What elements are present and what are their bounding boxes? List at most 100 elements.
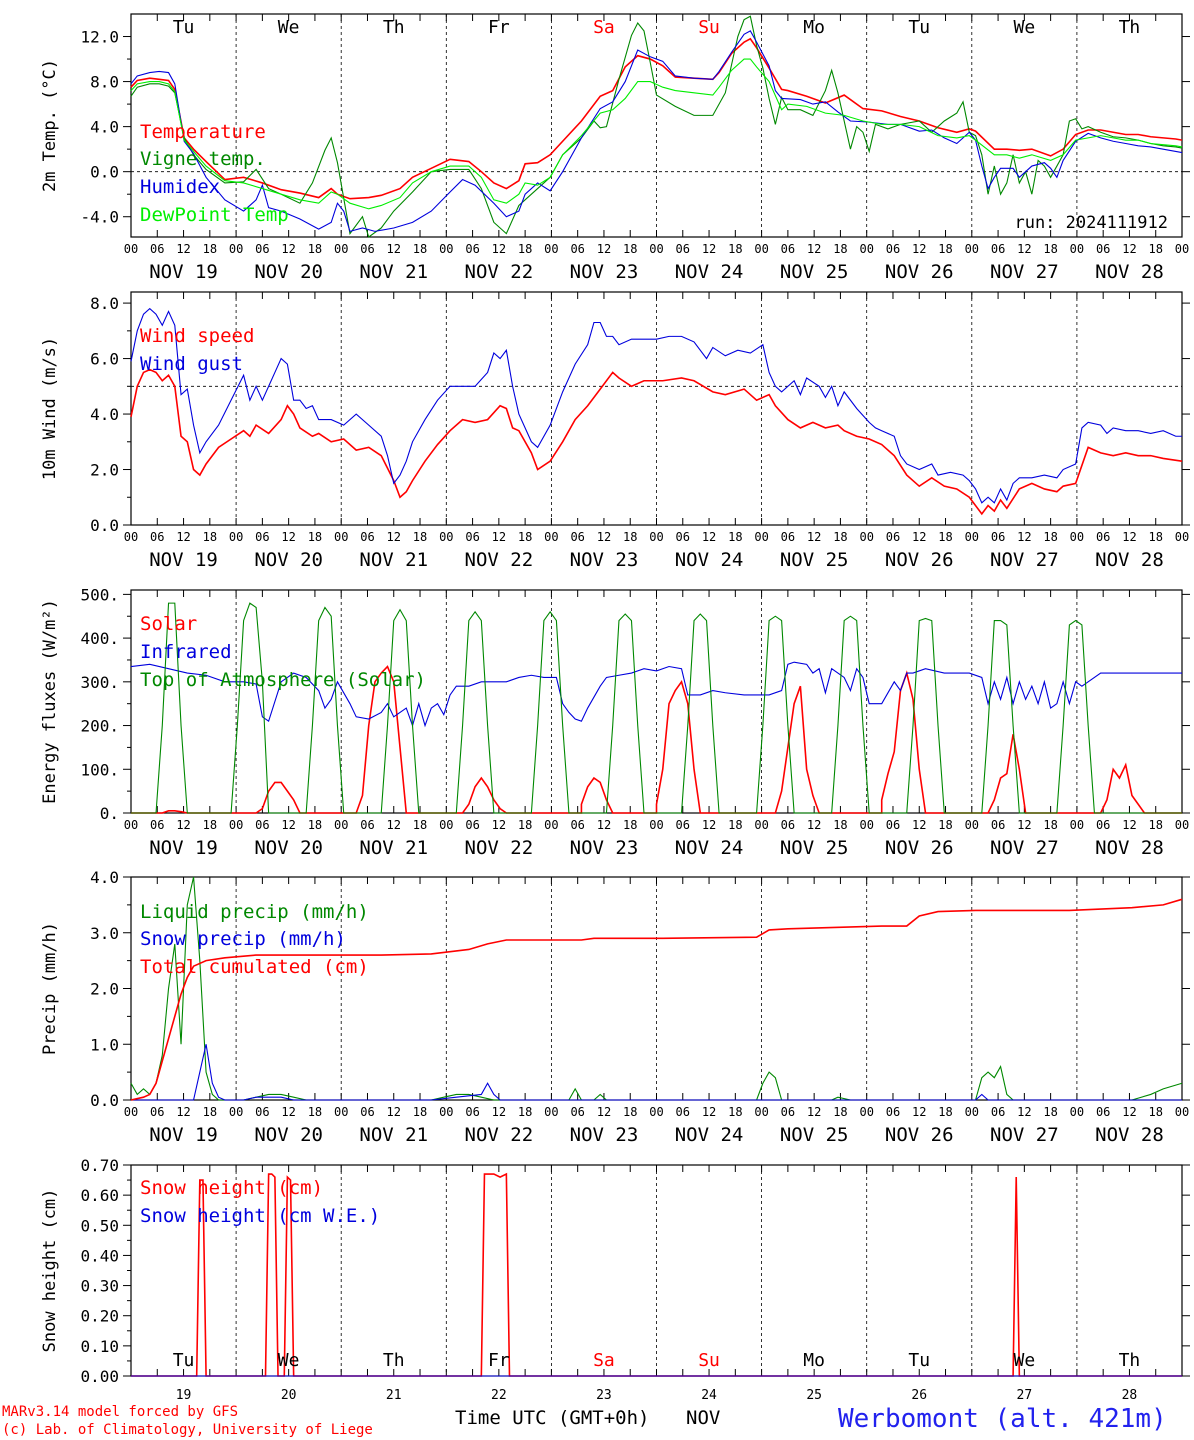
date-label: NOV 28 — [1095, 261, 1164, 283]
legend-entry: Top of Atmosphere (Solar) — [140, 669, 426, 691]
hour-label: 12 — [807, 818, 821, 832]
date-label: NOV 27 — [990, 837, 1059, 859]
legend-entry: Solar — [140, 613, 197, 635]
hour-label: 00 — [965, 530, 979, 544]
y-tick-label: 2.0 — [90, 461, 119, 480]
hour-label: 00 — [1175, 1105, 1189, 1119]
hour-label: 06 — [781, 818, 795, 832]
hour-label: 12 — [807, 1105, 821, 1119]
hour-label: 18 — [308, 818, 322, 832]
hour-label: 06 — [465, 818, 479, 832]
hour-label: 00 — [649, 1105, 663, 1119]
date-label: NOV 21 — [359, 261, 428, 283]
date-label: NOV 28 — [1095, 549, 1164, 571]
hour-label: 00 — [124, 818, 138, 832]
hour-label: 18 — [518, 530, 532, 544]
day-abbr: Tu — [908, 17, 930, 38]
date-label: NOV 26 — [885, 549, 954, 571]
y-tick-label: 0.30 — [80, 1277, 119, 1296]
hour-label: 06 — [991, 818, 1005, 832]
y-tick-label: 12.0 — [80, 28, 119, 47]
hour-label: 00 — [754, 242, 768, 256]
hour-label: 12 — [492, 530, 506, 544]
series-line — [130, 368, 1183, 516]
date-label: NOV 26 — [885, 837, 954, 859]
hour-label: 06 — [465, 1105, 479, 1119]
hour-label: 06 — [255, 242, 269, 256]
hour-label: 06 — [991, 1105, 1005, 1119]
legend-entry: Snow precip (mm/h) — [140, 928, 346, 950]
y-tick-label: 4.0 — [90, 118, 119, 137]
legend-entry: Liquid precip (mm/h) — [140, 901, 369, 923]
date-label: NOV 20 — [254, 261, 323, 283]
hour-label: 18 — [1043, 1105, 1057, 1119]
y-axis-label: 10m Wind (m/s) — [40, 337, 60, 480]
hour-label: 18 — [1043, 818, 1057, 832]
hour-label: 06 — [255, 530, 269, 544]
series-line — [131, 602, 1182, 814]
y-axis-label: Snow height (cm) — [40, 1189, 60, 1353]
hour-label: 06 — [150, 1105, 164, 1119]
date-label: NOV 26 — [885, 261, 954, 283]
hour-label: 18 — [728, 818, 742, 832]
hour-label: 06 — [676, 530, 690, 544]
date-label: NOV 22 — [465, 261, 534, 283]
hour-label: 18 — [413, 818, 427, 832]
panel-2: 0.0 2.0 4.0 6.0 8.0 10m Wind (m/s) Wind speed W… — [40, 291, 1190, 571]
hour-label: 12 — [702, 530, 716, 544]
hour-label: 18 — [1148, 242, 1162, 256]
panel-3: 0. 100. 200. 300. 400. 500. Energy fluxes (W/m… — [40, 585, 1190, 859]
hour-label: 12 — [597, 818, 611, 832]
hour-label: 00 — [1070, 530, 1084, 544]
y-tick-label: 8.0 — [90, 294, 119, 313]
hour-label: 18 — [938, 818, 952, 832]
day-number: 22 — [491, 1388, 507, 1403]
date-label: NOV 22 — [465, 549, 534, 571]
day-number: 25 — [806, 1388, 822, 1403]
day-abbr: Th — [383, 17, 405, 38]
hour-label: 00 — [1175, 242, 1189, 256]
hour-label: 12 — [912, 1105, 926, 1119]
hour-label: 06 — [781, 242, 795, 256]
y-tick-label: 0.0 — [90, 1091, 119, 1110]
day-abbr: Th — [1119, 17, 1141, 38]
series-line — [130, 15, 1183, 238]
hour-label: 12 — [1122, 1105, 1136, 1119]
hour-label: 12 — [1017, 1105, 1031, 1119]
hour-label: 00 — [544, 818, 558, 832]
hour-label: 06 — [781, 530, 795, 544]
hour-label: 06 — [886, 530, 900, 544]
day-abbr: We — [278, 17, 300, 38]
y-tick-label: 1.0 — [90, 1035, 119, 1054]
day-number: 27 — [1017, 1388, 1033, 1403]
hour-label: 00 — [439, 242, 453, 256]
hour-label: 00 — [859, 530, 873, 544]
hour-label: 06 — [886, 818, 900, 832]
date-label: NOV 25 — [780, 837, 849, 859]
hour-label: 18 — [623, 530, 637, 544]
date-label: NOV 28 — [1095, 1124, 1164, 1146]
hour-label: 06 — [1096, 1105, 1110, 1119]
date-label: NOV 25 — [780, 261, 849, 283]
hour-label: 12 — [492, 242, 506, 256]
panel-4: 0.0 1.0 2.0 3.0 4.0 Precip (mm/h) Liquid preci… — [40, 868, 1190, 1146]
date-label: NOV 19 — [149, 549, 218, 571]
hour-label: 06 — [360, 530, 374, 544]
hour-label: 00 — [649, 818, 663, 832]
hour-label: 06 — [1096, 818, 1110, 832]
series-line — [130, 661, 1182, 728]
hour-label: 06 — [1096, 242, 1110, 256]
hour-label: 00 — [439, 818, 453, 832]
date-label: NOV 22 — [465, 1124, 534, 1146]
hour-label: 06 — [570, 818, 584, 832]
hour-label: 00 — [754, 530, 768, 544]
date-label: NOV 27 — [990, 549, 1059, 571]
date-label: NOV 21 — [359, 837, 428, 859]
series-line — [130, 58, 1183, 210]
hour-label: 18 — [938, 530, 952, 544]
hour-label: 18 — [1148, 1105, 1162, 1119]
hour-label: 06 — [570, 1105, 584, 1119]
hour-label: 06 — [360, 818, 374, 832]
hour-label: 18 — [203, 818, 217, 832]
hour-label: 12 — [176, 818, 190, 832]
